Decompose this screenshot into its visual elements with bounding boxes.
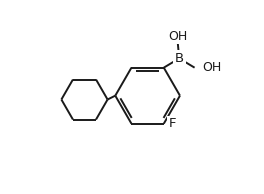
Text: OH: OH [202, 61, 221, 74]
Text: F: F [168, 117, 176, 130]
Text: OH: OH [168, 29, 187, 42]
Text: B: B [175, 52, 184, 65]
